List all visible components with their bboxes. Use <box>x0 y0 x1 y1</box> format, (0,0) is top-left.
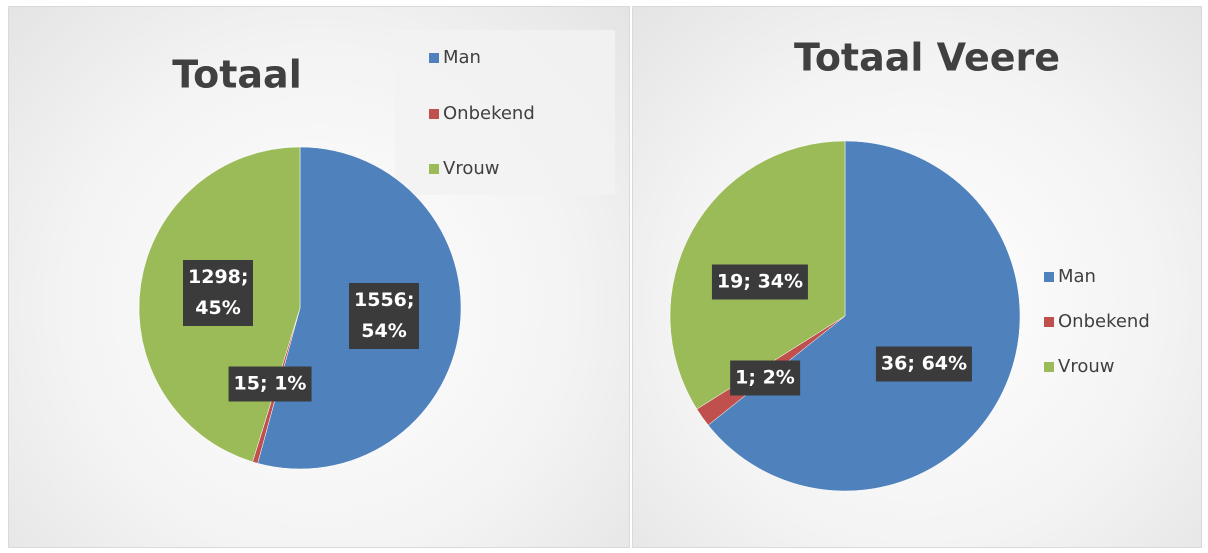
legend-swatch <box>429 164 439 174</box>
legend-swatch <box>1044 362 1054 372</box>
data-label: 19; 34% <box>711 264 809 300</box>
data-label: 36; 64% <box>875 346 973 382</box>
legend-label: Vrouw <box>1058 356 1114 377</box>
chart-title: Totaal <box>172 53 301 97</box>
data-label: 1556; 54% <box>349 283 419 349</box>
legend-label: Onbekend <box>443 103 535 124</box>
legend-swatch <box>1044 317 1054 327</box>
data-label: 1298; 45% <box>183 260 253 326</box>
legend-swatch <box>1044 272 1054 282</box>
legend-swatch <box>429 109 439 119</box>
legend-swatch <box>429 53 439 63</box>
legend-label: Man <box>443 47 481 68</box>
data-label: 15; 1% <box>228 366 312 402</box>
legend-label: Onbekend <box>1058 311 1150 332</box>
legend-label: Man <box>1058 266 1096 287</box>
chart-title: Totaal Veere <box>794 36 1060 80</box>
pie-slice <box>707 140 1021 492</box>
data-label: 1; 2% <box>730 360 800 396</box>
legend-label: Vrouw <box>443 158 499 179</box>
